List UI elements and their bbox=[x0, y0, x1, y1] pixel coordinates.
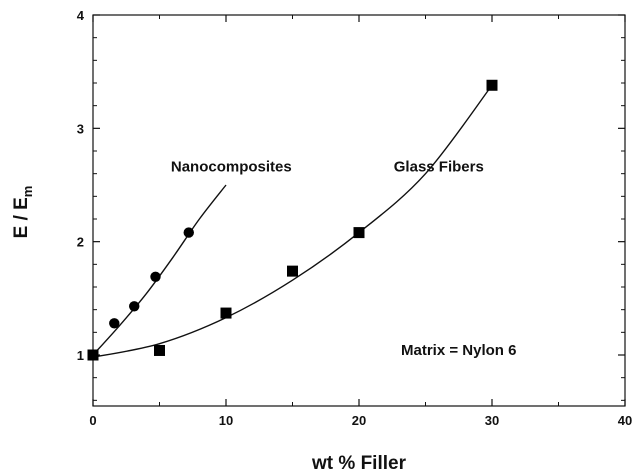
annotation-1: Nanocomposites bbox=[171, 158, 292, 175]
annotation-2: Glass Fibers bbox=[394, 158, 484, 175]
ticks: 0 10 20 30 40 1 2 3 4 bbox=[77, 8, 632, 428]
data-markers bbox=[88, 80, 498, 361]
nanocomposites-point bbox=[129, 301, 139, 311]
fit-curves bbox=[93, 85, 492, 357]
glass-fibers-point bbox=[88, 350, 99, 361]
x-tick-label: 30 bbox=[485, 413, 499, 428]
plot-frame bbox=[93, 15, 625, 406]
glass-fibers-point bbox=[154, 345, 165, 356]
y-axis-title-main: E / E bbox=[11, 197, 32, 238]
nanocomposites-point bbox=[109, 318, 119, 328]
nanocomposites-point bbox=[150, 272, 160, 282]
x-tick-label: 20 bbox=[352, 413, 366, 428]
svg-text:E / Em: E / Em bbox=[11, 186, 35, 239]
y-tick-label: 4 bbox=[77, 8, 85, 23]
nanocomposites-fit-line bbox=[93, 185, 226, 355]
y-axis-title-sub: m bbox=[20, 186, 35, 198]
x-tick-label: 10 bbox=[219, 413, 233, 428]
x-tick-label: 40 bbox=[618, 413, 632, 428]
glass-fibers-point bbox=[287, 266, 298, 277]
y-axis-title: E / Em bbox=[11, 186, 35, 239]
y-tick-label: 1 bbox=[77, 348, 84, 363]
glass-fibers-point bbox=[487, 80, 498, 91]
y-tick-label: 2 bbox=[77, 235, 84, 250]
y-tick-label: 3 bbox=[77, 121, 84, 136]
nanocomposites-point bbox=[184, 227, 194, 237]
annotation-3: Matrix = Nylon 6 bbox=[401, 342, 516, 359]
x-axis-title: wt % Filler bbox=[311, 453, 407, 474]
glass-fibers-point bbox=[221, 308, 232, 319]
glass-fibers-point bbox=[354, 227, 365, 238]
glass-fibers-fit-line bbox=[93, 85, 492, 357]
x-tick-label: 0 bbox=[89, 413, 96, 428]
